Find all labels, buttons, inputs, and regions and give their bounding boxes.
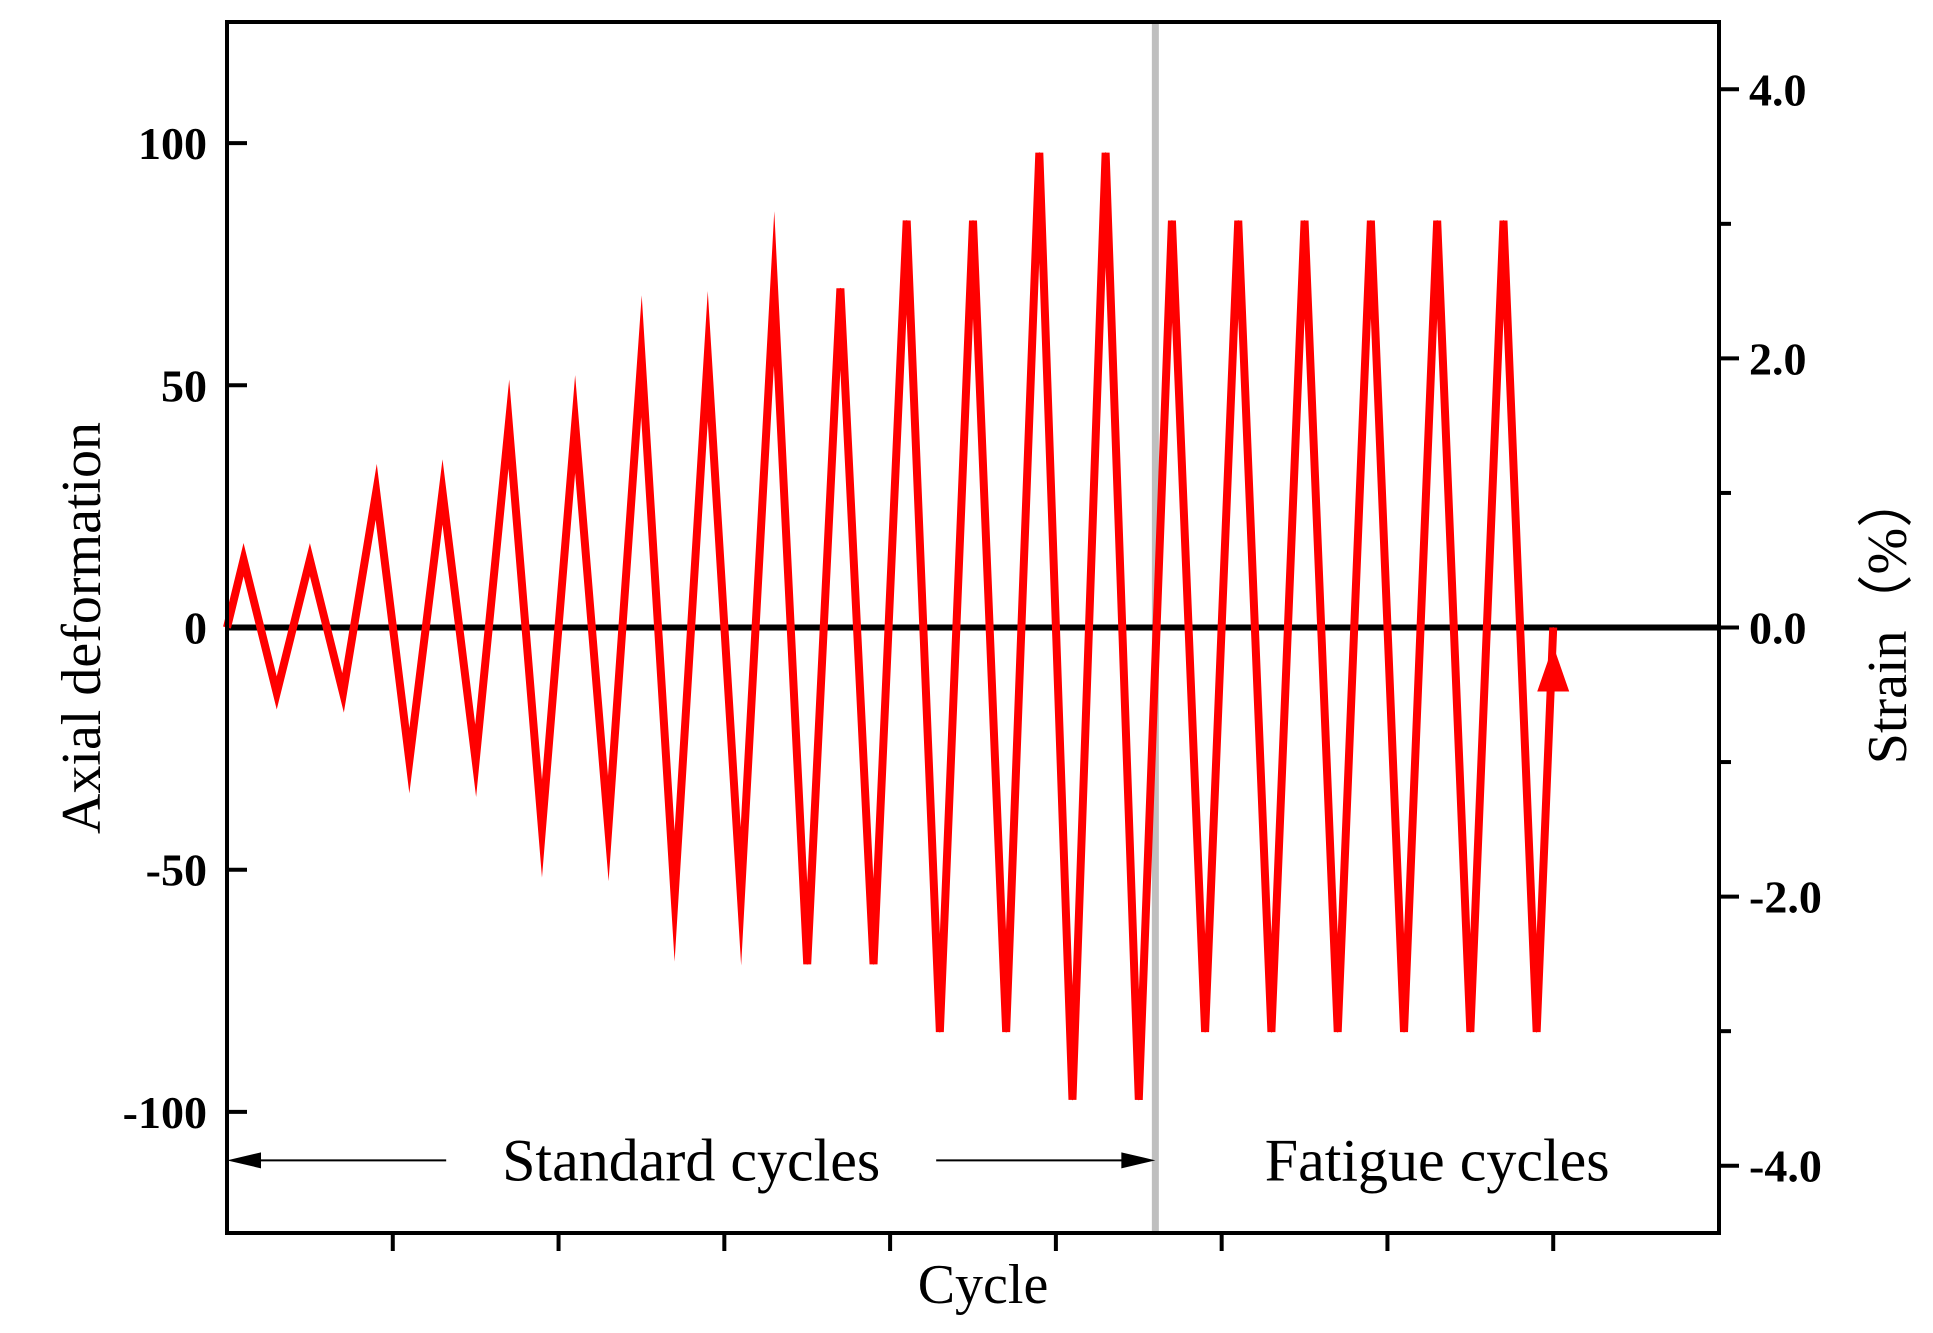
data-point — [276, 692, 278, 694]
data-point — [1138, 1099, 1140, 1101]
annotation-layer: Standard cycles Fatigue cycles — [227, 1127, 1610, 1193]
y-right-tick-label: -4.0 — [1749, 1141, 1822, 1192]
data-point — [1552, 627, 1554, 628]
y-left-tick-label: -100 — [123, 1087, 207, 1138]
data-point — [1370, 220, 1372, 222]
data-point — [309, 559, 311, 561]
y-axis-right-title: Strain（%） — [1857, 472, 1919, 764]
standard-cycles-arrowhead-right — [1121, 1152, 1156, 1169]
data-point — [1270, 1031, 1272, 1033]
data-point — [707, 355, 709, 357]
reference-lines — [227, 22, 1719, 1233]
series-layer — [223, 152, 1570, 1101]
data-point — [1237, 220, 1239, 222]
data-point — [1038, 152, 1040, 154]
standard-cycles-label: Standard cycles — [502, 1127, 880, 1193]
data-point — [607, 828, 609, 830]
x-axis-title: Cycle — [918, 1254, 1049, 1316]
data-point — [939, 1031, 941, 1033]
y-right-tick-label: 2.0 — [1749, 333, 1807, 384]
data-point — [1536, 1031, 1538, 1033]
data-point — [773, 287, 775, 289]
data-point — [906, 220, 908, 222]
y-left-tick-label: 0 — [184, 603, 207, 654]
data-point — [1403, 1031, 1405, 1033]
data-point — [574, 423, 576, 425]
plot-frame — [225, 20, 1721, 1235]
data-point — [740, 895, 742, 897]
data-point — [1337, 1031, 1339, 1033]
data-point — [1469, 1031, 1471, 1033]
standard-cycles-arrowhead-left — [227, 1152, 261, 1169]
y-left-tick-label: 50 — [161, 360, 207, 411]
data-point — [1204, 1031, 1206, 1033]
data-point — [375, 491, 377, 493]
data-point — [408, 760, 410, 762]
y-axis-left-title: Axial deformation — [51, 422, 113, 834]
data-point — [1171, 220, 1173, 222]
data-point — [1105, 152, 1107, 154]
data-point — [972, 220, 974, 222]
data-point — [243, 559, 245, 561]
series-line — [223, 152, 1558, 1100]
y-left-tick-label: 100 — [138, 118, 207, 169]
data-point — [1005, 1031, 1007, 1033]
data-point — [1502, 220, 1504, 222]
data-point — [839, 287, 841, 289]
data-point — [508, 423, 510, 425]
data-point — [674, 895, 676, 897]
y-right-tick-label: 4.0 — [1749, 64, 1807, 115]
y-right-tick-label: -2.0 — [1749, 872, 1822, 923]
y-right-tick-label: 0.0 — [1749, 603, 1807, 654]
ticks-layer — [227, 87, 1739, 1251]
data-point — [806, 963, 808, 965]
data-point — [541, 828, 543, 830]
data-point — [640, 355, 642, 357]
fatigue-cycles-label: Fatigue cycles — [1265, 1127, 1610, 1193]
data-point — [442, 491, 444, 493]
labels-layer: 100 50 0 -50 -100 4.0 2.0 0.0 -2.0 -4.0 — [123, 64, 1822, 1191]
data-point — [1436, 220, 1438, 222]
data-point — [1071, 1099, 1073, 1101]
data-point — [873, 963, 875, 965]
series-end-arrowhead — [1537, 645, 1570, 692]
y-left-tick-label: -50 — [146, 845, 207, 896]
data-point — [475, 760, 477, 762]
data-point — [1304, 220, 1306, 222]
data-point — [342, 692, 344, 694]
